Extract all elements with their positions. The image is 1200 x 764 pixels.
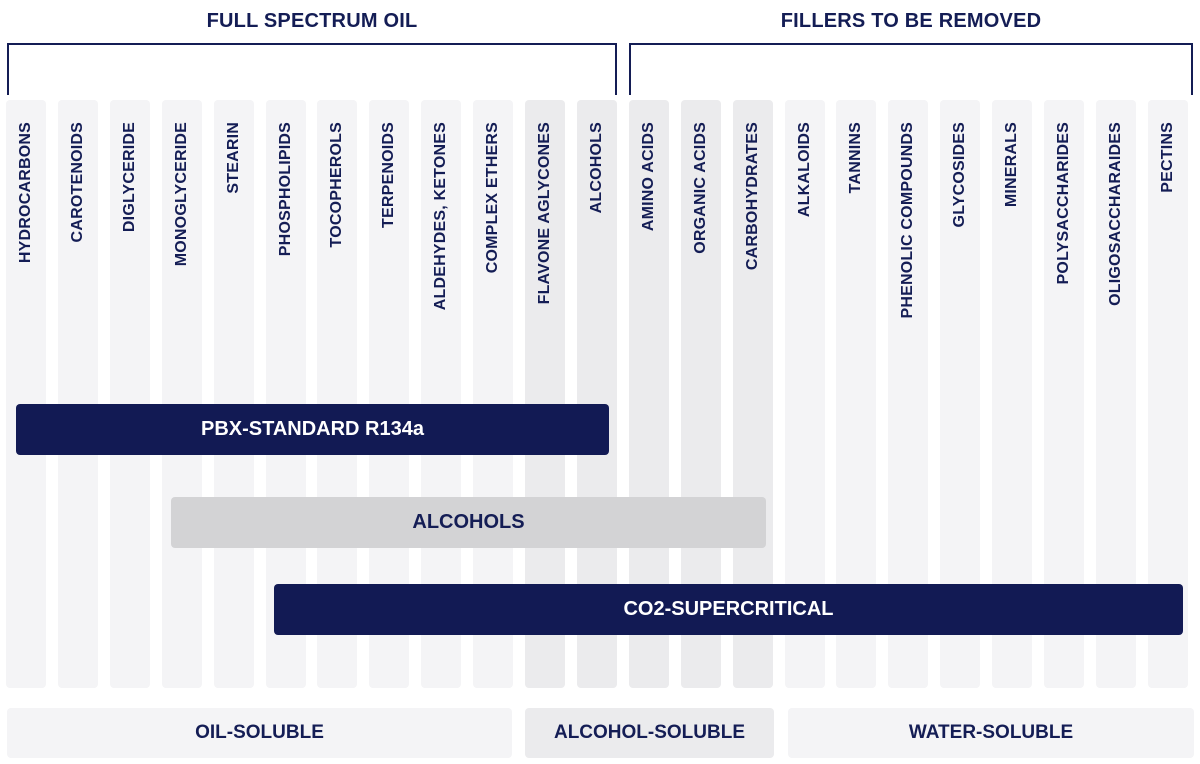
method-bar-co2-supercritical: CO2-SUPERCRITICAL	[274, 584, 1183, 635]
compound-label: AMINO ACIDS	[639, 122, 657, 232]
compound-label: PECTINS	[1158, 122, 1176, 193]
compound-label: CAROTENOIDS	[68, 122, 86, 243]
compound-label: TOCOPHEROLS	[328, 122, 346, 248]
solubility-water: WATER-SOLUBLE	[788, 708, 1194, 758]
method-bar-pbx-standard: PBX-STANDARD R134a	[16, 404, 609, 455]
solubility-oil: OIL-SOLUBLE	[7, 708, 512, 758]
compound-label: PHOSPHOLIPIDS	[276, 122, 294, 257]
compound-label: GLYCOSIDES	[951, 122, 969, 228]
solubility-alcohol: ALCOHOL-SOLUBLE	[525, 708, 774, 758]
compound-column: MONOGLYCERIDE	[161, 100, 202, 688]
compound-label: CARBOHYDRATES	[743, 122, 761, 271]
compound-label: FLAVONE AGLYCONES	[536, 122, 553, 305]
compound-label: ALCOHOLS	[587, 122, 605, 214]
compound-label: POLYSACCHARIDES	[1055, 122, 1072, 285]
compound-column: STEARIN	[213, 100, 254, 688]
compound-label: OLIGOSACCHARAIDES	[1106, 122, 1124, 306]
compound-label: ORGANIC ACIDS	[691, 122, 709, 254]
compound-column: DIGLYCERIDE	[109, 100, 150, 688]
compound-label: MINERALS	[1003, 122, 1021, 208]
compound-label: DIGLYCERIDE	[120, 122, 138, 233]
compound-label: STEARIN	[224, 122, 242, 194]
header-fillers-to-be-removed: FILLERS TO BE REMOVED	[780, 10, 1042, 32]
compound-label: HYDROCARBONS	[17, 122, 34, 264]
compound-label: COMPLEX ETHERS	[484, 122, 502, 274]
compound-label: MONOGLYCERIDE	[172, 122, 190, 267]
method-bar-alcohols: ALCOHOLS	[171, 497, 766, 548]
compound-label: ALKALOIDS	[795, 122, 813, 218]
bracket-fillers-to-be-removed	[629, 43, 1193, 95]
compound-label: ALDEHYDES, KETONES	[432, 122, 450, 311]
compound-label: TANNINS	[847, 122, 865, 194]
bracket-full-spectrum-oil	[7, 43, 617, 95]
compound-label: TERPENOIDS	[380, 122, 398, 229]
compound-label: PHENOLIC COMPOUNDS	[899, 122, 917, 319]
header-full-spectrum-oil: FULL SPECTRUM OIL	[206, 10, 418, 32]
compound-column: CAROTENOIDS	[57, 100, 98, 688]
compound-column: HYDROCARBONS	[6, 100, 46, 688]
